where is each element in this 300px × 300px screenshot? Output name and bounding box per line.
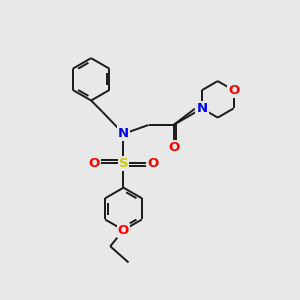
Text: O: O	[147, 157, 159, 170]
Text: O: O	[228, 84, 239, 97]
Text: S: S	[119, 157, 128, 170]
Text: N: N	[196, 102, 208, 115]
Text: O: O	[118, 224, 129, 237]
Text: O: O	[88, 157, 100, 170]
Text: N: N	[118, 127, 129, 140]
Text: O: O	[168, 141, 179, 154]
